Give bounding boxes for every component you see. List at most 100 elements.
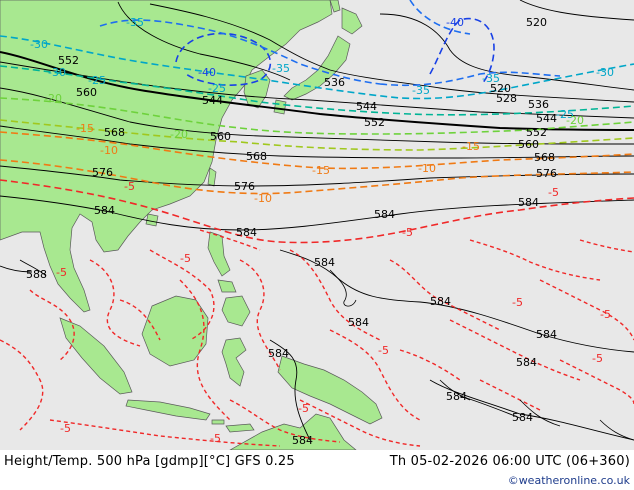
contour-584: [0, 195, 634, 231]
height-label: 576: [92, 166, 113, 179]
temp-minus35-b: [379, 71, 561, 87]
height-label: 584: [268, 347, 289, 360]
sakhalin: [329, 0, 341, 13]
temp-label: -10: [254, 192, 272, 205]
credit-link[interactable]: ©weatheronline.co.uk: [507, 474, 630, 487]
height-label: 584: [512, 411, 533, 424]
weather-map: 552 560 568 576 584 544 536 544 552 560 …: [0, 0, 634, 450]
height-label: 568: [246, 150, 267, 163]
height-label: 576: [536, 167, 557, 180]
height-label: 536: [324, 76, 345, 89]
height-label: 584: [292, 434, 313, 447]
contour-568: [0, 125, 634, 159]
height-label-layer: 552 560 568 576 584 544 536 544 552 560 …: [26, 16, 557, 447]
height-label: 544: [356, 100, 377, 113]
temp-label: -15: [312, 164, 330, 177]
height-label: 576: [234, 180, 255, 193]
temp-minus20-a: [0, 97, 634, 135]
temperature-contours: [0, 0, 634, 244]
height-label: 544: [202, 94, 223, 107]
temp-label: -30: [48, 66, 66, 79]
temp-minus15-a: [0, 119, 634, 151]
height-label: 536: [528, 98, 549, 111]
temp-minus35-c: [409, 0, 471, 35]
visayas: [217, 279, 237, 293]
height-label: 584: [518, 196, 539, 209]
luzon: [207, 231, 231, 277]
temp-label: -10: [100, 144, 118, 157]
temp-label: -35: [272, 62, 290, 75]
valid-time: Th 05-02-2026 06:00 UTC (06+360): [389, 454, 630, 469]
japan-kyushu: [273, 99, 287, 115]
height-label: 544: [536, 112, 557, 125]
australia-north: [229, 413, 357, 450]
temp-label: -15: [76, 122, 94, 135]
java: [125, 399, 211, 421]
temp-label: -5: [512, 296, 523, 309]
contour-536-low: [149, 3, 634, 103]
map-footer: Height/Temp. 500 hPa [gdmp][°C] GFS 0.25…: [0, 450, 634, 490]
temp-label: -5: [210, 432, 221, 445]
height-label: 584: [430, 295, 451, 308]
temp-label: -5: [124, 180, 135, 193]
land-layer: [0, 0, 383, 450]
tropical-minus5-contours: [0, 229, 634, 447]
height-label: 560: [210, 130, 231, 143]
temp-minus25-a: [0, 65, 634, 116]
height-label: 584: [516, 356, 537, 369]
height-label: 584: [314, 256, 335, 269]
temp-label: -25: [88, 74, 106, 87]
temp-label: -5: [600, 308, 611, 321]
temp-label: -5: [402, 226, 413, 239]
temp-minus40-b: [429, 17, 495, 85]
temp-label: -10: [418, 162, 436, 175]
map-title: Height/Temp. 500 hPa [gdmp][°C] GFS 0.25: [4, 454, 295, 469]
temp-label: -5: [548, 186, 559, 199]
sumatra: [59, 317, 133, 395]
temp-minus40-a: [175, 32, 272, 86]
temp-label: -25: [556, 108, 574, 121]
height-label: 568: [534, 151, 555, 164]
contour-584-south2: [269, 339, 311, 441]
height-label: 528: [496, 92, 517, 105]
height-label: 584: [348, 316, 369, 329]
height-label: 552: [58, 54, 79, 67]
temp-label: -20: [566, 114, 584, 127]
height-label: 584: [446, 390, 467, 403]
temp-minus35-a: [99, 19, 381, 85]
height-label: 568: [104, 126, 125, 139]
contour-588: [0, 265, 33, 273]
hainan: [145, 213, 159, 227]
temp-label: -20: [170, 128, 188, 141]
temp-minus10-a: [0, 159, 634, 195]
temp-label: -5: [378, 344, 389, 357]
temp-label: -15: [462, 140, 480, 153]
temp-label: -40: [446, 16, 464, 29]
lesser-sunda: [211, 419, 225, 425]
mindanao: [221, 295, 251, 327]
temp-minus5-a: [0, 179, 634, 244]
height-label: 520: [526, 16, 547, 29]
contour-584-south: [279, 249, 634, 353]
height-label: 560: [518, 138, 539, 151]
contour-560: [0, 87, 634, 145]
height-label: 520: [490, 82, 511, 95]
height-label: 584: [236, 226, 257, 239]
map-canvas: 552 560 568 576 584 544 536 544 552 560 …: [0, 0, 634, 450]
temp-label: -35: [482, 72, 500, 85]
temp-label: -35: [126, 16, 144, 29]
height-label: 552: [364, 116, 385, 129]
temp-label: -40: [198, 66, 216, 79]
temp-label: -30: [596, 66, 614, 79]
temp-label: -30: [30, 38, 48, 51]
taiwan: [207, 167, 217, 187]
timor: [225, 423, 255, 433]
height-label: 588: [26, 268, 47, 281]
sulawesi: [221, 337, 247, 387]
temp-label: -5: [56, 266, 67, 279]
height-label: 560: [76, 86, 97, 99]
contour-528-low: [117, 1, 291, 81]
asia-mainland: [0, 0, 333, 313]
contour-520-top: [519, 0, 634, 21]
temp-label: -5: [180, 252, 191, 265]
